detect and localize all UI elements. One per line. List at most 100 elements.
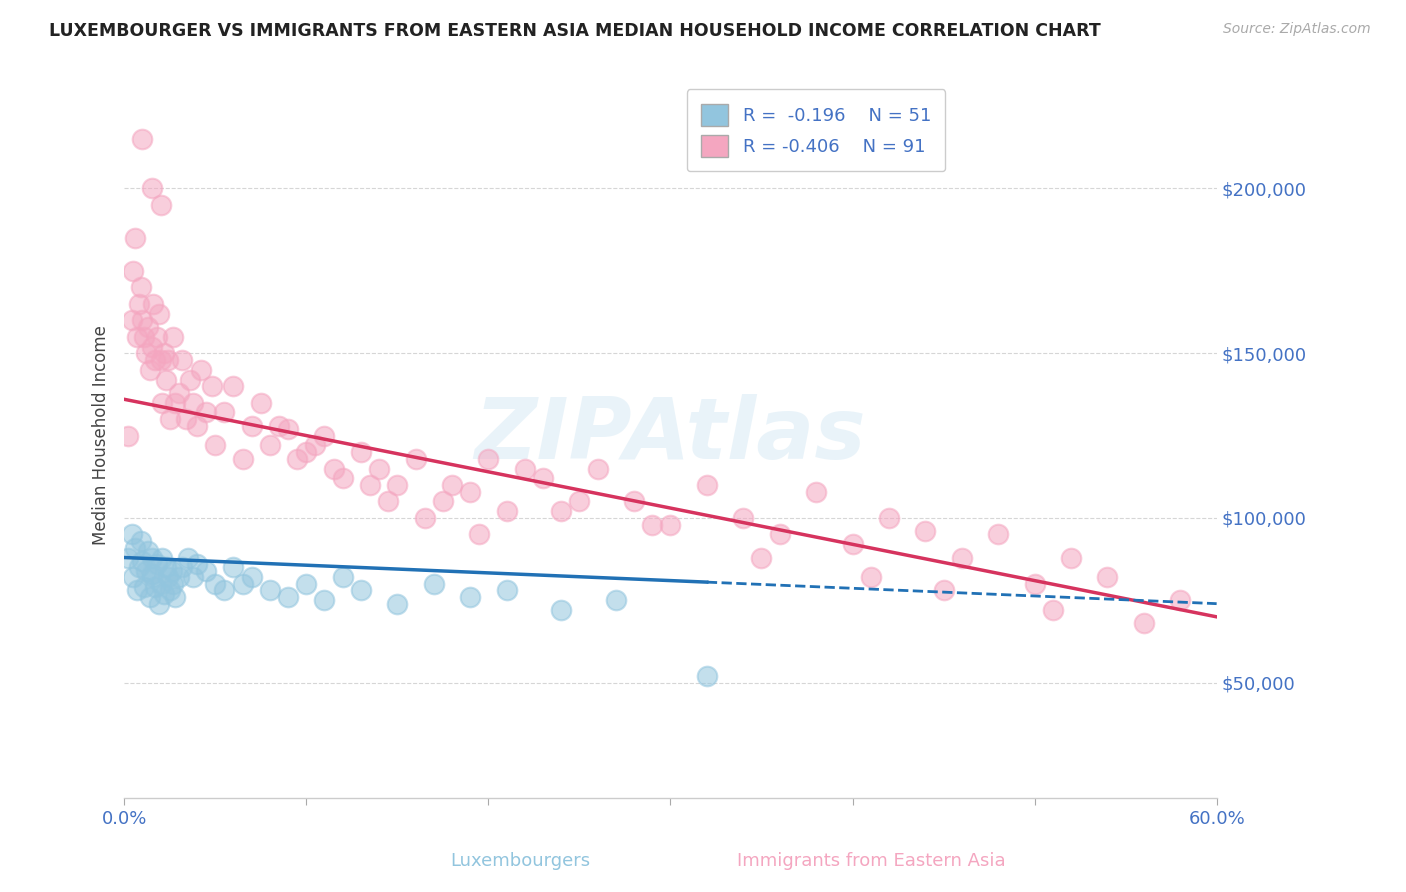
Point [605,593,627,607]
Point [149,198,172,212]
Point [124,231,146,245]
Point [148,597,170,611]
Point [586,461,609,475]
Point [134,580,156,594]
Point [138,590,160,604]
Point [141,181,163,195]
Point [468,527,491,541]
Point [240,570,263,584]
Point [405,451,427,466]
Point [177,550,200,565]
Point [332,570,354,584]
Point [295,577,318,591]
Point [314,428,336,442]
Point [733,511,755,525]
Point [259,438,281,452]
Point [136,544,159,558]
Point [172,560,194,574]
Point [155,372,177,386]
Point [124,541,146,555]
Point [222,379,245,393]
Point [413,511,436,525]
Point [183,570,205,584]
Point [117,550,139,565]
Point [359,478,381,492]
Point [259,583,281,598]
Point [159,412,181,426]
Point [195,564,218,578]
Point [142,296,165,310]
Point [1097,570,1119,584]
Point [285,451,308,466]
Point [914,524,936,538]
Point [495,504,517,518]
Point [350,583,373,598]
Point [1042,603,1064,617]
Point [295,445,318,459]
Point [232,577,254,591]
Point [841,537,863,551]
Point [432,494,454,508]
Point [195,405,218,419]
Point [332,471,354,485]
Point [129,534,152,549]
Point [162,329,184,343]
Point [160,564,183,578]
Point [167,385,190,400]
Point [769,527,792,541]
Point [149,577,172,591]
Point [1133,616,1156,631]
Text: LUXEMBOURGER VS IMMIGRANTS FROM EASTERN ASIA MEDIAN HOUSEHOLD INCOME CORRELATION: LUXEMBOURGER VS IMMIGRANTS FROM EASTERN … [49,22,1101,40]
Point [186,418,208,433]
Point [121,313,143,327]
Point [183,395,205,409]
Point [159,583,181,598]
Point [440,478,463,492]
Point [368,461,391,475]
Point [659,517,682,532]
Point [186,557,208,571]
Point [135,346,157,360]
Point [214,405,236,419]
Point [859,570,882,584]
Point [156,570,179,584]
Point [136,319,159,334]
Point [249,395,271,409]
Point [550,504,572,518]
Point [141,566,163,581]
Point [458,484,481,499]
Point [987,527,1010,541]
Point [1060,550,1083,565]
Point [146,557,169,571]
Point [125,329,148,343]
Point [135,564,157,578]
Point [350,445,373,459]
Point [122,570,145,584]
Point [179,372,201,386]
Point [513,461,536,475]
Point [117,428,139,442]
Point [142,570,165,584]
Point [149,352,172,367]
Point [152,550,174,565]
Point [222,560,245,574]
Point [162,577,184,591]
Point [165,395,187,409]
Point [167,570,190,584]
Legend: R =  -0.196    N = 51, R = -0.406    N = 91: R = -0.196 N = 51, R = -0.406 N = 91 [686,89,945,171]
Point [568,494,591,508]
Point [174,412,197,426]
Point [804,484,827,499]
Point [458,590,481,604]
Point [277,590,299,604]
Point [148,307,170,321]
Text: Immigrants from Eastern Asia: Immigrants from Eastern Asia [737,852,1007,870]
Point [387,597,409,611]
Point [495,583,517,598]
Point [623,494,645,508]
Point [550,603,572,617]
Point [877,511,900,525]
Point [131,313,153,327]
Point [141,340,163,354]
Point [240,418,263,433]
